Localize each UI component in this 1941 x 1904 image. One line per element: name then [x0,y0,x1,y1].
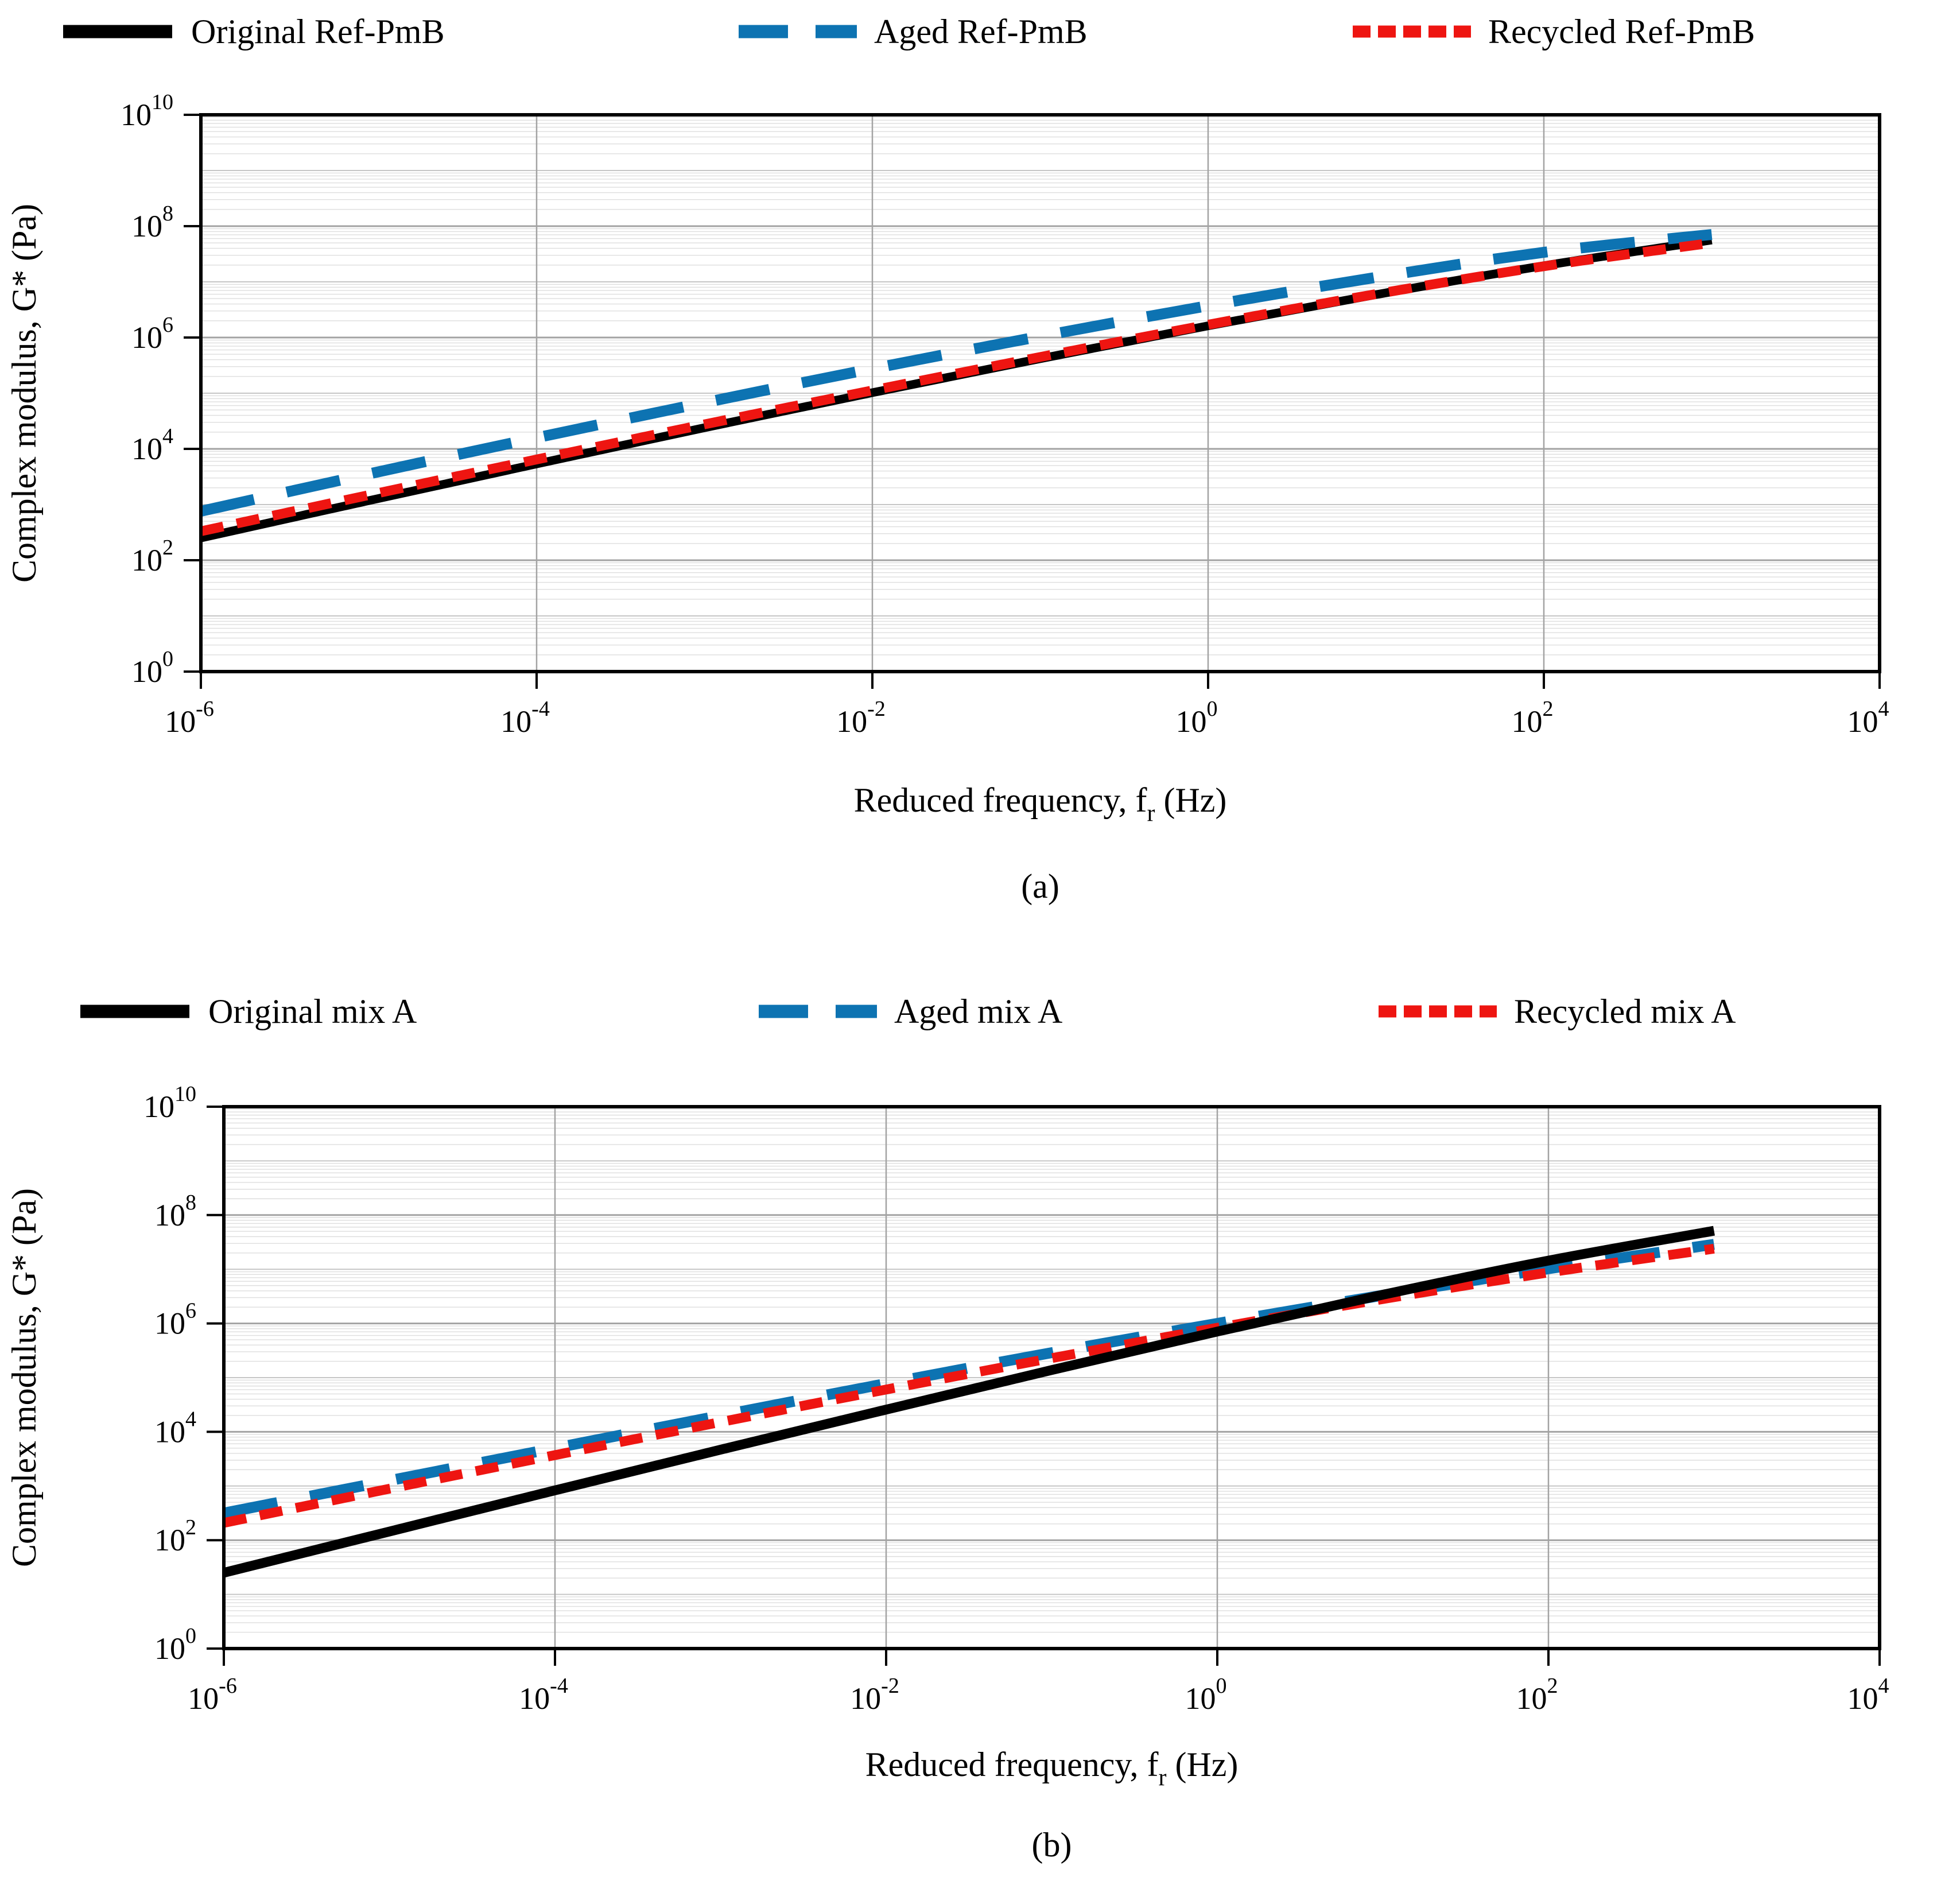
panel-a-caption: (a) [1021,867,1059,905]
long-dash-line-marker-icon [739,25,857,38]
panel-b-x-axis-title: Reduced frequency, fr (Hz) [224,1745,1880,1791]
svg-text:108: 108 [131,201,173,243]
legend-label: Aged Ref-PmB [874,12,1088,51]
panel-b-y-axis-title: Complex modulus, G* (Pa) [5,1188,43,1567]
svg-text:100: 100 [131,647,173,689]
panel-a-legend: Original Ref-PmB Aged Ref-PmB Recycled R… [0,3,1941,60]
panel-b-legend: Original mix A Aged mix A Recycled mix A [0,983,1941,1040]
gridlines [201,115,1880,672]
legend-item: Aged Ref-PmB [737,3,1088,60]
svg-text:104: 104 [131,424,173,466]
x-axis-title-subscript: r [1158,1765,1167,1791]
svg-text:102: 102 [1516,1674,1558,1716]
x-axis-title-subscript: r [1147,800,1155,827]
legend-item: Original Ref-PmB [60,3,445,60]
svg-text:102: 102 [131,536,173,577]
x-axis-title-unit: (Hz) [1155,781,1227,819]
svg-text:106: 106 [154,1299,196,1341]
legend-label: Aged mix A [894,992,1063,1030]
svg-text:100: 100 [1176,697,1218,739]
legend-label: Recycled Ref-PmB [1488,12,1755,51]
svg-text:10-2: 10-2 [836,697,886,739]
svg-text:1010: 1010 [143,1082,196,1124]
gridlines [224,1107,1880,1649]
solid-line-marker-icon [80,1005,189,1018]
panel-b-plot-area: 100 102 104 106 108 1010 10-6 10-4 10-2 100 102 104 [143,1082,1889,1716]
legend-label: Original Ref-PmB [191,12,445,51]
panel-b-caption: (b) [1031,1826,1072,1864]
svg-text:104: 104 [1847,697,1889,739]
panel-a-plot-area: 100 102 104 106 108 1010 10-6 10-4 10-2 100 102 104 [121,90,1889,739]
svg-text:102: 102 [154,1515,196,1557]
short-dash-line-marker-icon [1379,1005,1497,1018]
legend-item: Recycled mix A [1377,983,1736,1040]
legend-item: Original mix A [77,983,417,1040]
plot-border [222,1105,1881,1650]
svg-text:10-6: 10-6 [188,1674,237,1716]
svg-text:1010: 1010 [121,90,173,132]
svg-text:10-6: 10-6 [165,697,214,739]
svg-text:102: 102 [1512,697,1554,739]
solid-line-marker-icon [63,25,172,38]
panel-a-x-axis-title: Reduced frequency, fr (Hz) [201,781,1880,827]
svg-text:106: 106 [131,313,173,355]
panel-a-y-axis-title: Complex modulus, G* (Pa) [5,204,43,583]
series-curves [222,1226,1715,1578]
svg-text:108: 108 [154,1191,196,1232]
svg-text:104: 104 [154,1407,196,1449]
curve-original-ref-pmb [200,235,1713,542]
x-axis-title-text: Reduced frequency, f [865,1746,1159,1783]
short-dash-line-marker-icon [1353,25,1471,38]
svg-text:10-4: 10-4 [519,1674,568,1716]
legend-item: Recycled Ref-PmB [1352,3,1755,60]
svg-text:100: 100 [1185,1674,1227,1716]
x-axis-title-text: Reduced frequency, f [853,781,1147,819]
svg-text:104: 104 [1847,1674,1889,1716]
curve-aged-ref-pmb [199,229,1713,517]
curve-recycled-mix-a [223,1243,1715,1528]
curve-recycled-ref-pmb [200,238,1713,536]
legend-item: Aged mix A [758,983,1062,1040]
curve-original-mix-a [222,1226,1715,1578]
long-dash-line-marker-icon [759,1005,877,1018]
x-axis-title-unit: (Hz) [1166,1746,1239,1783]
legend-label: Original mix A [208,992,417,1030]
svg-text:10-4: 10-4 [500,697,550,739]
svg-text:10-2: 10-2 [850,1674,899,1716]
svg-text:100: 100 [154,1624,196,1666]
legend-label: Recycled mix A [1514,992,1736,1030]
series-curves [199,229,1713,542]
plot-border [199,113,1881,673]
